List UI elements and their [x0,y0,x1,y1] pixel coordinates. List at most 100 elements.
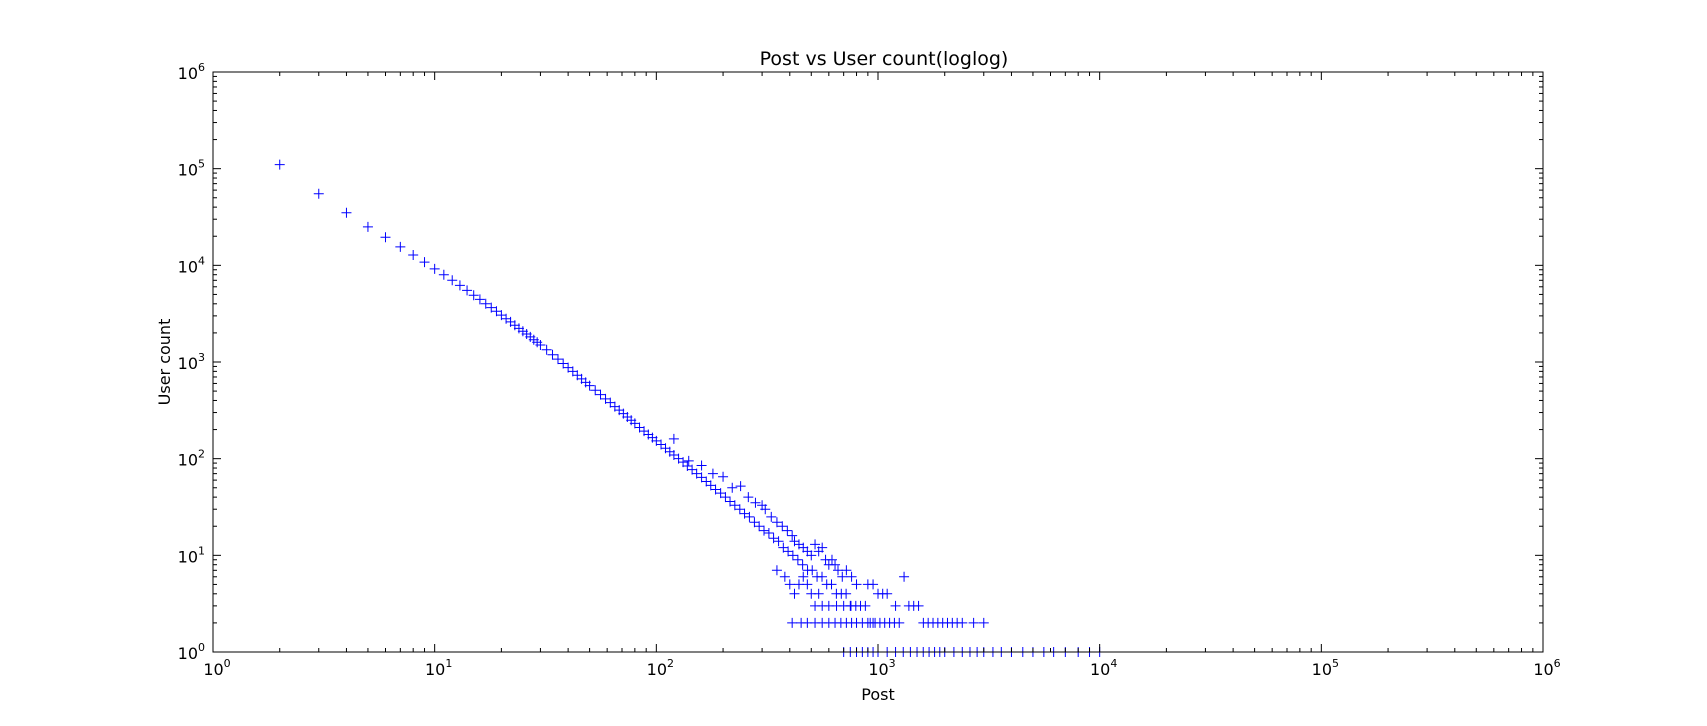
data-point [734,504,745,515]
data-point [806,550,817,561]
x-tick-label: 100 [203,657,230,679]
data-point [595,389,606,400]
data-point [744,511,755,522]
y-tick-label: 101 [178,544,205,566]
data-point [313,188,324,199]
data-point [810,539,821,550]
data-point [787,617,798,628]
data-point [462,285,473,296]
chart-title: Post vs User count(loglog) [760,48,1009,70]
data-point [696,472,707,483]
data-point [773,536,784,547]
data-point [395,241,406,252]
data-point [408,249,419,260]
y-tick-label: 102 [178,448,205,470]
x-tick-label: 106 [1533,657,1560,679]
data-point [715,488,726,499]
data-point [696,460,707,471]
data-point [362,221,373,232]
data-point [707,468,718,479]
data-point [749,517,760,528]
data-point [668,433,679,444]
data-point [584,380,595,391]
data-point [605,397,616,408]
data-point [720,492,731,503]
data-point [797,559,808,570]
y-tick-label: 103 [178,351,205,373]
data-point [845,600,856,611]
x-tick-label: 105 [1312,657,1339,679]
data-point [868,579,879,590]
data-point [491,306,502,317]
y-tick-label: 104 [178,254,205,276]
data-point [429,263,440,274]
y-tick-labels: 100 101 102 103 104 105 106 [178,61,205,663]
data-point [729,500,740,511]
data-point [782,525,793,536]
data-point [841,588,852,599]
data-point [438,269,449,280]
data-point [735,481,746,492]
x-tick-labels: 100 101 102 103 104 105 106 [203,657,1560,679]
x-axis-label: Post [861,685,894,704]
data-point [860,600,871,611]
data-point [968,617,979,628]
data-point [777,521,788,532]
data-point [750,497,761,508]
data-point [793,579,804,590]
data-point [851,579,862,590]
data-point [687,464,698,475]
data-point [802,546,813,557]
data-point [486,302,497,313]
data-point [760,504,771,515]
data-point [567,366,578,377]
data-point [535,339,546,350]
data-point [894,617,905,628]
x-tick-label: 104 [1090,657,1117,679]
data-point [454,280,465,291]
data-point [705,480,716,491]
data-point [802,579,813,590]
data-point [474,294,485,305]
data-point [899,571,910,582]
y-tick-label: 106 [178,61,205,83]
y-axis-label: User count [155,319,174,406]
data-point [727,482,738,493]
data-point [683,455,694,466]
data-point [480,298,491,309]
data-point [784,579,795,590]
data-point [710,484,721,495]
data-point [468,290,479,301]
data-point [792,554,803,565]
data-point [779,571,790,582]
data-point [837,571,848,582]
data-point [846,571,857,582]
data-point [771,517,782,528]
data-point [771,565,782,576]
y-tick-label: 105 [178,158,205,180]
data-point [807,565,818,576]
data-point [590,385,601,396]
data-point [783,546,794,557]
data-point [890,600,901,611]
data-point [766,511,777,522]
data-point [763,528,774,539]
data-point [826,579,837,590]
data-point [817,571,828,582]
data-point [789,588,800,599]
data-point [832,565,843,576]
data-point [957,617,968,628]
data-point [447,275,458,286]
data-point [629,418,640,429]
data-point [798,571,809,582]
data-point [754,521,765,532]
data-point [813,588,824,599]
x-tick-label: 103 [868,657,895,679]
data-point [817,542,828,553]
data-point [380,232,391,243]
x-tick-label: 101 [425,657,452,679]
data-point [552,354,563,365]
data-point [868,617,879,628]
